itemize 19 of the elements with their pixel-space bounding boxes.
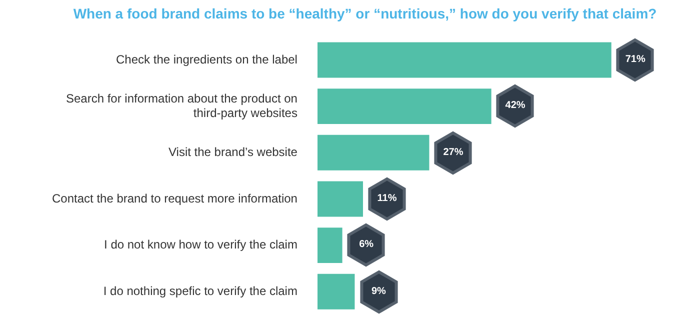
data-label: 71% xyxy=(624,52,646,67)
y-tick-label: I do not know how to verify the claim xyxy=(104,238,298,252)
bar xyxy=(317,274,355,310)
data-label: 6% xyxy=(358,238,375,252)
chart-title: When a food brand claims to be “healthy” or “nutritious,” how do you verify that claim? xyxy=(73,5,657,22)
bar xyxy=(317,88,492,124)
y-tick-label: I do nothing spefic to verify the claim xyxy=(103,284,298,298)
data-label: 27% xyxy=(442,146,464,160)
data-label: 9% xyxy=(370,284,387,299)
bar xyxy=(317,228,342,264)
y-tick-label: Search for information about the product on third-party websites xyxy=(66,91,298,120)
data-label: 11% xyxy=(376,192,398,206)
y-tick-label: Check the ingredients on the label xyxy=(116,52,298,66)
y-tick-label: Visit the brand’s website xyxy=(168,144,298,159)
bar xyxy=(317,181,363,217)
data-label: 42% xyxy=(504,99,526,114)
y-tick-label: Contact the brand to request more information xyxy=(52,191,298,206)
bar xyxy=(317,134,430,170)
bar xyxy=(317,42,612,78)
